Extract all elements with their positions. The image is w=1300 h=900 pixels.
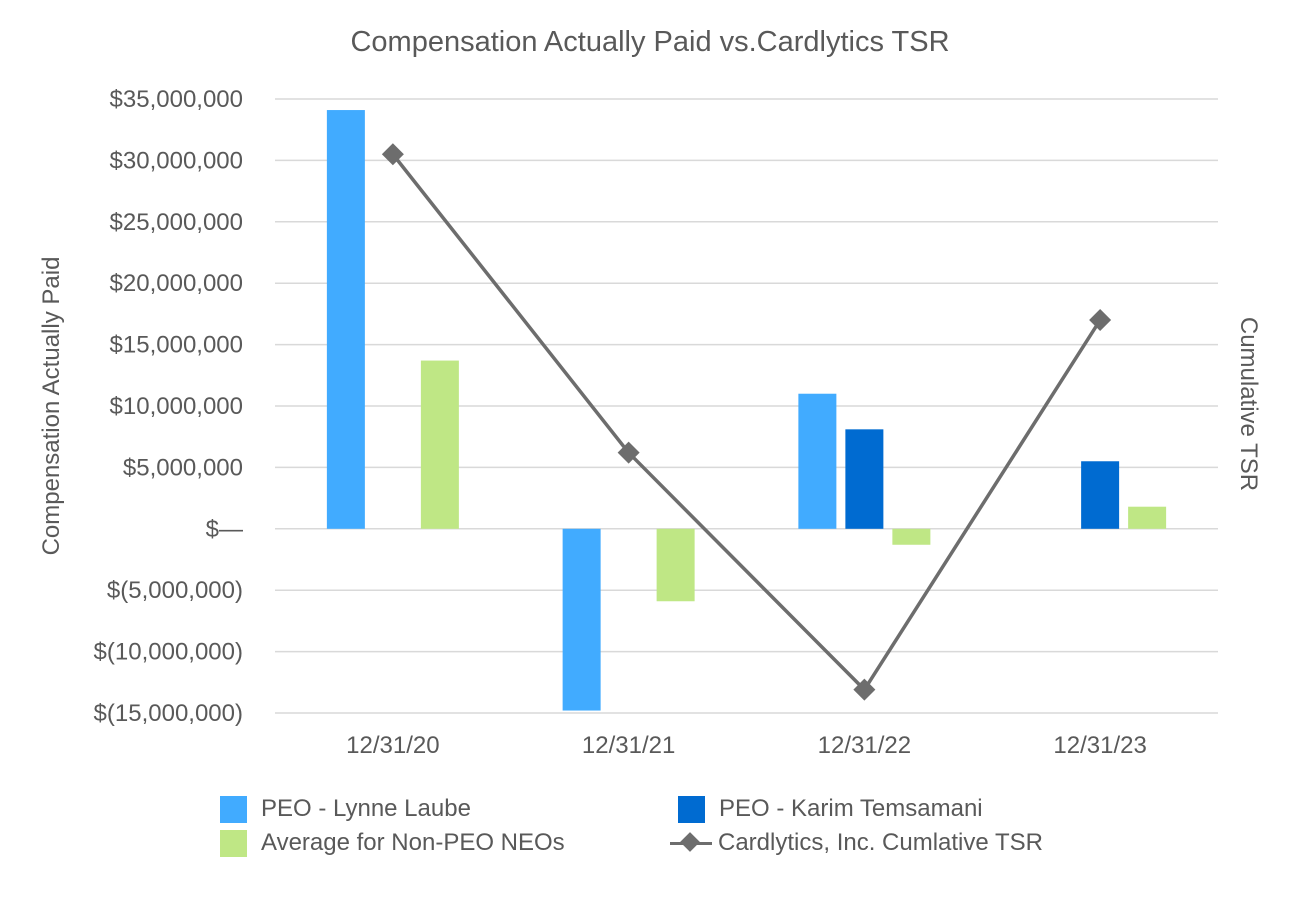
y-tick-label: $(15,000,000) [94, 700, 243, 727]
y-tick-label: $25,000,000 [110, 209, 243, 236]
x-axis-ticks: 12/31/20 12/31/21 12/31/22 12/31/23 [346, 732, 1147, 759]
x-tick-label: 12/31/23 [1053, 732, 1146, 759]
x-tick-label: 12/31/22 [818, 732, 911, 759]
legend: PEO - Lynne Laube PEO - Karim Temsamani … [220, 795, 1120, 865]
legend-item-lynne-laube: PEO - Lynne Laube [220, 795, 471, 823]
bar [1081, 461, 1120, 529]
legend-swatch-lynne-laube [220, 795, 247, 823]
bar [562, 528, 601, 711]
chart-title: Compensation Actually Paid vs.Cardlytics… [350, 26, 950, 58]
bar [656, 528, 695, 602]
legend-label-karim-temsamani: PEO - Karim Temsamani [719, 795, 983, 822]
legend-label-cumulative-tsr: Cardlytics, Inc. Cumlative TSR [718, 829, 1043, 856]
y-tick-label: $30,000,000 [110, 147, 243, 174]
tsr-point [617, 441, 640, 464]
y-tick-label: $15,000,000 [110, 332, 243, 359]
y-tick-label: $35,000,000 [110, 86, 243, 113]
y-tick-label: $10,000,000 [110, 393, 243, 420]
x-tick-label: 12/31/20 [346, 732, 439, 759]
bar [420, 360, 459, 529]
y-tick-label: $5,000,000 [123, 454, 243, 481]
gridlines [275, 98, 1218, 714]
bar [892, 528, 931, 545]
x-tick-label: 12/31/21 [582, 732, 675, 759]
legend-swatch-cumulative-tsr [670, 830, 712, 857]
y-axis-label: Compensation Actually Paid [38, 256, 65, 556]
legend-swatch-non-peo-neos [220, 829, 247, 857]
bar [1128, 506, 1167, 529]
y-tick-label: $(10,000,000) [94, 639, 243, 666]
legend-label-non-peo-neos: Average for Non-PEO NEOs [261, 829, 565, 856]
tsr-point [853, 678, 876, 701]
secondary-y-axis-label: Cumulative TSR [1235, 316, 1262, 492]
legend-item-non-peo-neos: Average for Non-PEO NEOs [220, 829, 565, 857]
bars [326, 110, 1167, 711]
bar [845, 429, 884, 529]
legend-item-cumulative-tsr: Cardlytics, Inc. Cumlative TSR [670, 829, 1043, 857]
y-tick-label: $— [206, 516, 243, 543]
bar [326, 110, 365, 529]
legend-label-lynne-laube: PEO - Lynne Laube [261, 795, 471, 822]
legend-swatch-karim-temsamani [678, 795, 705, 823]
y-tick-label: $(5,000,000) [107, 577, 243, 604]
legend-item-karim-temsamani: PEO - Karim Temsamani [678, 795, 983, 823]
tsr-line [381, 143, 1112, 701]
tsr-point [1089, 309, 1112, 332]
tsr-line-path [391, 153, 1102, 693]
y-tick-label: $20,000,000 [110, 270, 243, 297]
y-axis-ticks: $35,000,000 $30,000,000 $25,000,000 $20,000… [94, 86, 243, 727]
bar [798, 393, 837, 529]
tsr-point [381, 143, 404, 166]
